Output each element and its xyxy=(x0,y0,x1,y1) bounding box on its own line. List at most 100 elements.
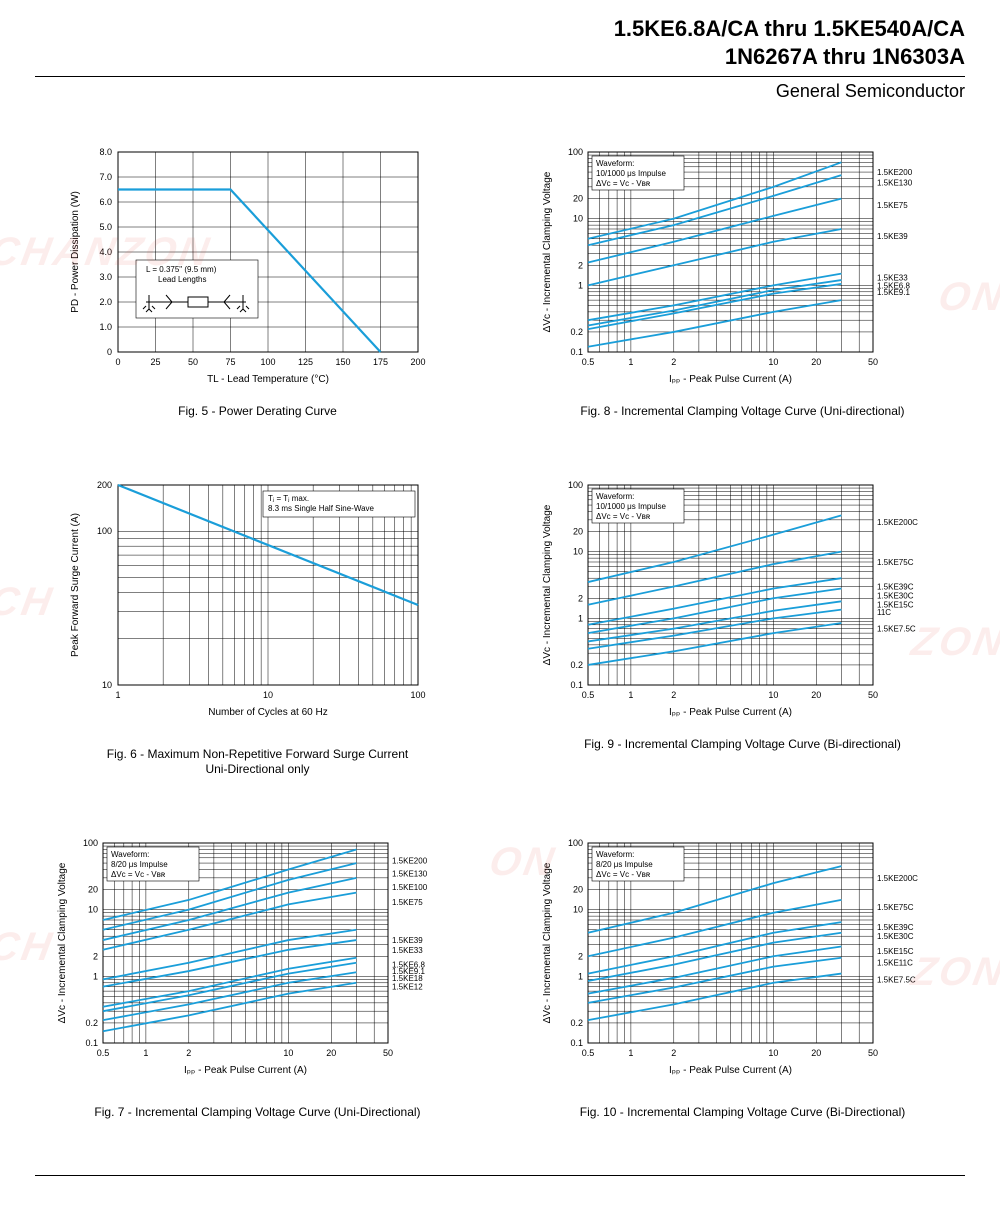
svg-text:Iₚₚ - Peak Pulse Current (A): Iₚₚ - Peak Pulse Current (A) xyxy=(668,1065,791,1076)
figure-grid: 02550 75100125 150175200 01.02.0 3.04.05… xyxy=(35,142,965,1120)
fig8-panel: 0.5121020500.10.2121020100Iₚₚ - Peak Pul… xyxy=(520,142,965,420)
svg-text:1.5KE7.5C: 1.5KE7.5C xyxy=(877,624,916,633)
svg-text:20: 20 xyxy=(326,1048,336,1058)
svg-text:0.2: 0.2 xyxy=(570,327,583,337)
svg-text:1: 1 xyxy=(577,971,582,981)
svg-text:1: 1 xyxy=(577,280,582,290)
svg-text:2: 2 xyxy=(186,1048,191,1058)
svg-text:1.5KE130: 1.5KE130 xyxy=(392,869,428,878)
fig10-caption: Fig. 10 - Incremental Clamping Voltage C… xyxy=(580,1105,905,1121)
svg-text:10/1000 μs Impulse: 10/1000 μs Impulse xyxy=(596,169,667,178)
fig9-chart: 0.5121020500.10.2121020100Iₚₚ - Peak Pul… xyxy=(533,475,953,725)
svg-text:50: 50 xyxy=(867,357,877,367)
svg-text:8.3 ms Single Half Sine-Wave: 8.3 ms Single Half Sine-Wave xyxy=(268,504,375,513)
svg-text:4.0: 4.0 xyxy=(99,247,112,257)
svg-text:Peak Forward Surge Current (A): Peak Forward Surge Current (A) xyxy=(70,513,81,657)
svg-text:ΔVᴄ = Vᴄ - Vʙʀ: ΔVᴄ = Vᴄ - Vʙʀ xyxy=(596,512,651,521)
svg-text:200: 200 xyxy=(410,357,425,367)
svg-text:TL - Lead Temperature (°C): TL - Lead Temperature (°C) xyxy=(207,374,329,385)
svg-text:20: 20 xyxy=(811,1048,821,1058)
footer-rule xyxy=(35,1175,965,1176)
svg-text:1.5KE30C: 1.5KE30C xyxy=(877,932,914,941)
svg-text:1.5KE200: 1.5KE200 xyxy=(392,856,428,865)
svg-text:1.5KE200C: 1.5KE200C xyxy=(877,874,918,883)
fig7-caption: Fig. 7 - Incremental Clamping Voltage Cu… xyxy=(94,1105,420,1121)
svg-text:1: 1 xyxy=(628,357,633,367)
fig5-panel: 02550 75100125 150175200 01.02.0 3.04.05… xyxy=(35,142,480,420)
header-rule xyxy=(35,76,965,77)
svg-text:2.0: 2.0 xyxy=(99,297,112,307)
svg-text:10: 10 xyxy=(768,1048,778,1058)
fig10-panel: 0.5121020500.10.2121020100Iₚₚ - Peak Pul… xyxy=(520,833,965,1121)
svg-text:0.5: 0.5 xyxy=(581,690,594,700)
svg-text:Tⱼ = Tⱼ max.: Tⱼ = Tⱼ max. xyxy=(268,494,309,503)
svg-text:1.5KE7.5C: 1.5KE7.5C xyxy=(877,975,916,984)
svg-text:1.5KE11C: 1.5KE11C xyxy=(877,959,913,968)
fig7-panel: 0.5121020500.10.2121020100Iₚₚ - Peak Pul… xyxy=(35,833,480,1121)
svg-text:Waveform:: Waveform: xyxy=(596,159,634,168)
header-title-2: 1N6267A thru 1N6303A xyxy=(35,43,965,71)
svg-text:10: 10 xyxy=(572,546,582,556)
svg-text:2: 2 xyxy=(671,690,676,700)
svg-text:1.5KE75: 1.5KE75 xyxy=(392,898,423,907)
svg-text:1.5KE75: 1.5KE75 xyxy=(877,201,908,210)
svg-text:20: 20 xyxy=(811,690,821,700)
fig6-chart: 110100 10100200 Number of Cycles at 60 H… xyxy=(58,475,458,735)
svg-text:0.1: 0.1 xyxy=(570,1038,583,1048)
fig6-panel: 110100 10100200 Number of Cycles at 60 H… xyxy=(35,475,480,778)
svg-text:1.5KE200C: 1.5KE200C xyxy=(877,517,918,526)
fig6-caption: Fig. 6 - Maximum Non-Repetitive Forward … xyxy=(107,747,408,778)
svg-text:0.5: 0.5 xyxy=(581,1048,594,1058)
svg-text:1.5KE9.1: 1.5KE9.1 xyxy=(877,288,910,297)
svg-text:3.0: 3.0 xyxy=(99,272,112,282)
svg-text:10: 10 xyxy=(262,690,272,700)
svg-text:Iₚₚ - Peak Pulse Current (A): Iₚₚ - Peak Pulse Current (A) xyxy=(183,1065,306,1076)
svg-text:200: 200 xyxy=(96,480,111,490)
svg-text:50: 50 xyxy=(382,1048,392,1058)
svg-text:150: 150 xyxy=(335,357,350,367)
svg-text:50: 50 xyxy=(867,1048,877,1058)
svg-text:0.1: 0.1 xyxy=(570,680,583,690)
svg-text:100: 100 xyxy=(567,838,582,848)
svg-text:2: 2 xyxy=(577,593,582,603)
svg-text:2: 2 xyxy=(671,357,676,367)
svg-text:2: 2 xyxy=(577,951,582,961)
svg-text:1.5KE130: 1.5KE130 xyxy=(877,178,913,187)
svg-text:1.5KE30C: 1.5KE30C xyxy=(877,591,914,600)
svg-text:0.2: 0.2 xyxy=(570,660,583,670)
svg-text:10: 10 xyxy=(283,1048,293,1058)
svg-text:20: 20 xyxy=(572,194,582,204)
svg-text:20: 20 xyxy=(572,526,582,536)
fig5-caption: Fig. 5 - Power Derating Curve xyxy=(178,404,337,420)
svg-text:2: 2 xyxy=(577,260,582,270)
svg-text:PD - Power Dissipation (W): PD - Power Dissipation (W) xyxy=(70,191,81,313)
svg-text:Number of Cycles at 60 Hz: Number of Cycles at 60 Hz xyxy=(208,707,328,718)
svg-text:1.5KE39C: 1.5KE39C xyxy=(877,582,914,591)
svg-text:1.5KE39: 1.5KE39 xyxy=(392,936,423,945)
svg-text:0.1: 0.1 xyxy=(85,1038,98,1048)
svg-text:0.1: 0.1 xyxy=(570,347,583,357)
fig8-caption: Fig. 8 - Incremental Clamping Voltage Cu… xyxy=(580,404,904,420)
svg-text:Iₚₚ - Peak Pulse Current (A): Iₚₚ - Peak Pulse Current (A) xyxy=(668,374,791,385)
svg-text:5.0: 5.0 xyxy=(99,222,112,232)
fig8-chart: 0.5121020500.10.2121020100Iₚₚ - Peak Pul… xyxy=(533,142,953,392)
svg-text:100: 100 xyxy=(567,147,582,157)
svg-text:50: 50 xyxy=(867,690,877,700)
svg-text:0: 0 xyxy=(106,347,111,357)
fig7-chart: 0.5121020500.10.2121020100Iₚₚ - Peak Pul… xyxy=(48,833,468,1093)
svg-text:L = 0.375" (9.5 mm): L = 0.375" (9.5 mm) xyxy=(146,265,217,274)
svg-text:1: 1 xyxy=(92,971,97,981)
svg-text:20: 20 xyxy=(811,357,821,367)
svg-text:175: 175 xyxy=(372,357,387,367)
svg-text:ΔVᴄ = Vᴄ - Vʙʀ: ΔVᴄ = Vᴄ - Vʙʀ xyxy=(596,870,651,879)
svg-text:Waveform:: Waveform: xyxy=(111,850,149,859)
svg-text:2: 2 xyxy=(92,951,97,961)
svg-text:20: 20 xyxy=(87,884,97,894)
svg-text:75: 75 xyxy=(225,357,235,367)
svg-text:7.0: 7.0 xyxy=(99,172,112,182)
svg-text:1: 1 xyxy=(628,1048,633,1058)
svg-text:100: 100 xyxy=(410,690,425,700)
fig10-chart: 0.5121020500.10.2121020100Iₚₚ - Peak Pul… xyxy=(533,833,953,1093)
svg-text:20: 20 xyxy=(572,884,582,894)
svg-text:Waveform:: Waveform: xyxy=(596,492,634,501)
